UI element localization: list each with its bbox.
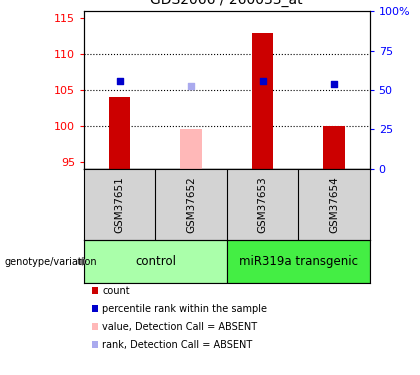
Point: [259, 78, 266, 84]
Point: [188, 83, 194, 89]
Title: GDS2066 / 260033_at: GDS2066 / 260033_at: [150, 0, 303, 8]
Bar: [84, 240, 227, 283]
Text: control: control: [135, 255, 176, 268]
Bar: [181, 129, 202, 169]
Text: GSM37652: GSM37652: [186, 176, 196, 233]
Bar: [109, 97, 130, 169]
Bar: [227, 240, 370, 283]
Point: [331, 81, 337, 87]
Text: value, Detection Call = ABSENT: value, Detection Call = ABSENT: [102, 322, 257, 332]
Point: [116, 78, 123, 84]
Text: rank, Detection Call = ABSENT: rank, Detection Call = ABSENT: [102, 340, 252, 350]
Text: count: count: [102, 286, 130, 296]
Text: GSM37654: GSM37654: [329, 176, 339, 233]
Text: miR319a transgenic: miR319a transgenic: [239, 255, 358, 268]
Text: GSM37653: GSM37653: [257, 176, 268, 233]
Bar: [252, 33, 273, 169]
Text: genotype/variation: genotype/variation: [4, 256, 97, 267]
Bar: [323, 126, 344, 169]
Text: GSM37651: GSM37651: [115, 176, 125, 233]
Text: percentile rank within the sample: percentile rank within the sample: [102, 304, 267, 313]
